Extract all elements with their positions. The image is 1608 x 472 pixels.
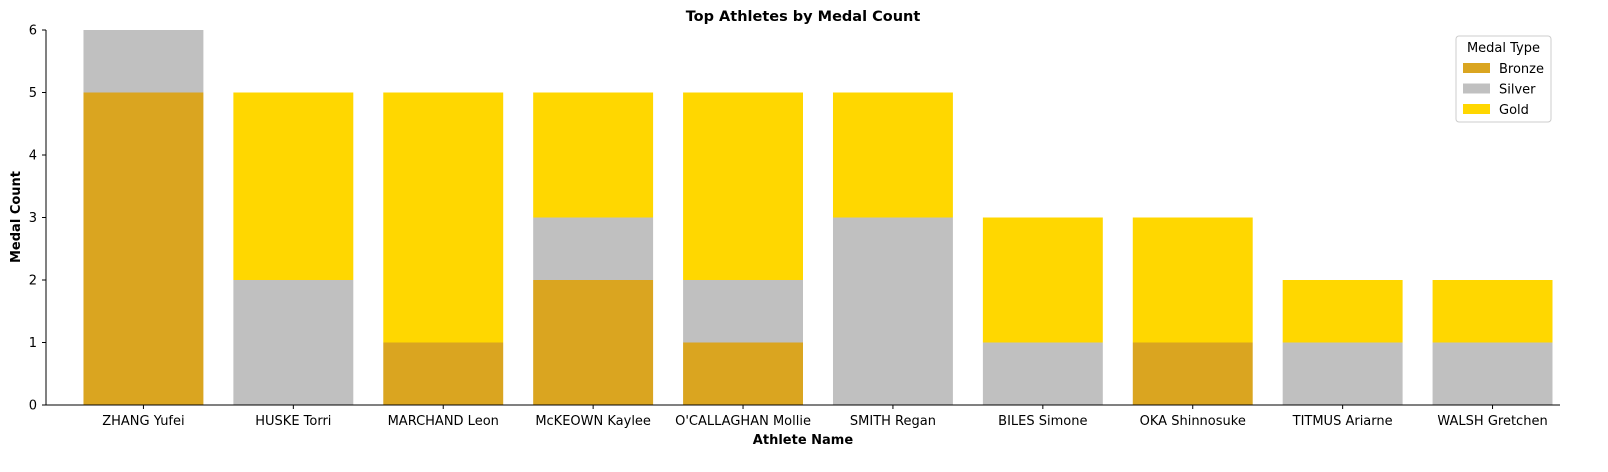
bar-gold-mckeown-kaylee xyxy=(533,92,654,218)
legend-label-silver: Silver xyxy=(1499,83,1536,98)
x-tick-label: MARCHAND Leon xyxy=(388,414,499,429)
x-tick-label: McKEOWN Kaylee xyxy=(535,414,651,429)
bar-silver-walsh-gretchen xyxy=(1432,342,1553,405)
legend-swatch-bronze xyxy=(1463,63,1490,73)
bar-bronze-mckeown-kaylee xyxy=(533,280,654,405)
bars-group xyxy=(83,30,1553,405)
y-tick-label: 2 xyxy=(29,274,37,289)
legend-label-bronze: Bronze xyxy=(1499,62,1544,77)
x-tick-label: ZHANG Yufei xyxy=(102,414,184,429)
x-tick-label: TITMUS Ariarne xyxy=(1292,414,1393,429)
bar-gold-oka-shinnosuke xyxy=(1132,217,1253,343)
bar-bronze-zhang-yufei xyxy=(83,92,204,405)
bar-silver-zhang-yufei xyxy=(83,30,204,93)
bar-gold-huske-torri xyxy=(233,92,354,280)
legend-swatch-gold xyxy=(1463,104,1490,114)
x-tick-label: SMITH Regan xyxy=(850,414,936,429)
legend-label-gold: Gold xyxy=(1499,103,1529,118)
y-tick-label: 1 xyxy=(29,336,37,351)
legend-swatch-silver xyxy=(1463,83,1490,94)
legend: Medal Type Bronze Silver Gold xyxy=(1455,35,1552,123)
x-tick-label: OKA Shinnosuke xyxy=(1140,414,1246,429)
y-tick-label: 3 xyxy=(29,211,37,226)
y-tick-label: 0 xyxy=(29,399,37,414)
x-axis-label: Athlete Name xyxy=(753,433,854,448)
x-tick-label: WALSH Gretchen xyxy=(1437,414,1547,429)
axes-group: 0 1 2 3 4 5 6 ZHANG Yufei HUSKE Torri MARCHAND Le… xyxy=(29,24,1560,429)
bar-silver-biles-simone xyxy=(982,342,1103,405)
bar-gold-o-callaghan-mollie xyxy=(683,92,803,280)
bar-bronze-o-callaghan-mollie xyxy=(683,342,803,405)
bar-silver-smith-regan xyxy=(832,217,953,405)
bar-silver-titmus-ariarne xyxy=(1282,342,1403,405)
bar-gold-marchand-leon xyxy=(383,92,504,343)
x-tick-label: BILES Simone xyxy=(998,414,1087,429)
bar-silver-o-callaghan-mollie xyxy=(683,280,803,343)
bar-bronze-oka-shinnosuke xyxy=(1132,342,1253,405)
y-tick-label: 4 xyxy=(29,149,37,164)
bar-gold-smith-regan xyxy=(832,92,953,218)
bar-gold-titmus-ariarne xyxy=(1282,280,1403,343)
x-tick-label: HUSKE Torri xyxy=(255,414,331,429)
bar-silver-huske-torri xyxy=(233,280,354,405)
y-tick-label: 6 xyxy=(29,24,37,39)
bar-bronze-marchand-leon xyxy=(383,342,504,405)
chart-title: Top Athletes by Medal Count xyxy=(686,9,921,25)
bar-gold-walsh-gretchen xyxy=(1432,280,1553,343)
bar-silver-mckeown-kaylee xyxy=(533,217,654,280)
x-tick-label: O'CALLAGHAN Mollie xyxy=(675,414,811,429)
legend-box xyxy=(1455,35,1552,123)
y-tick-label: 5 xyxy=(29,86,37,101)
y-axis-label: Medal Count xyxy=(9,171,24,263)
bar-gold-biles-simone xyxy=(982,217,1103,343)
legend-title: Medal Type xyxy=(1467,41,1540,56)
